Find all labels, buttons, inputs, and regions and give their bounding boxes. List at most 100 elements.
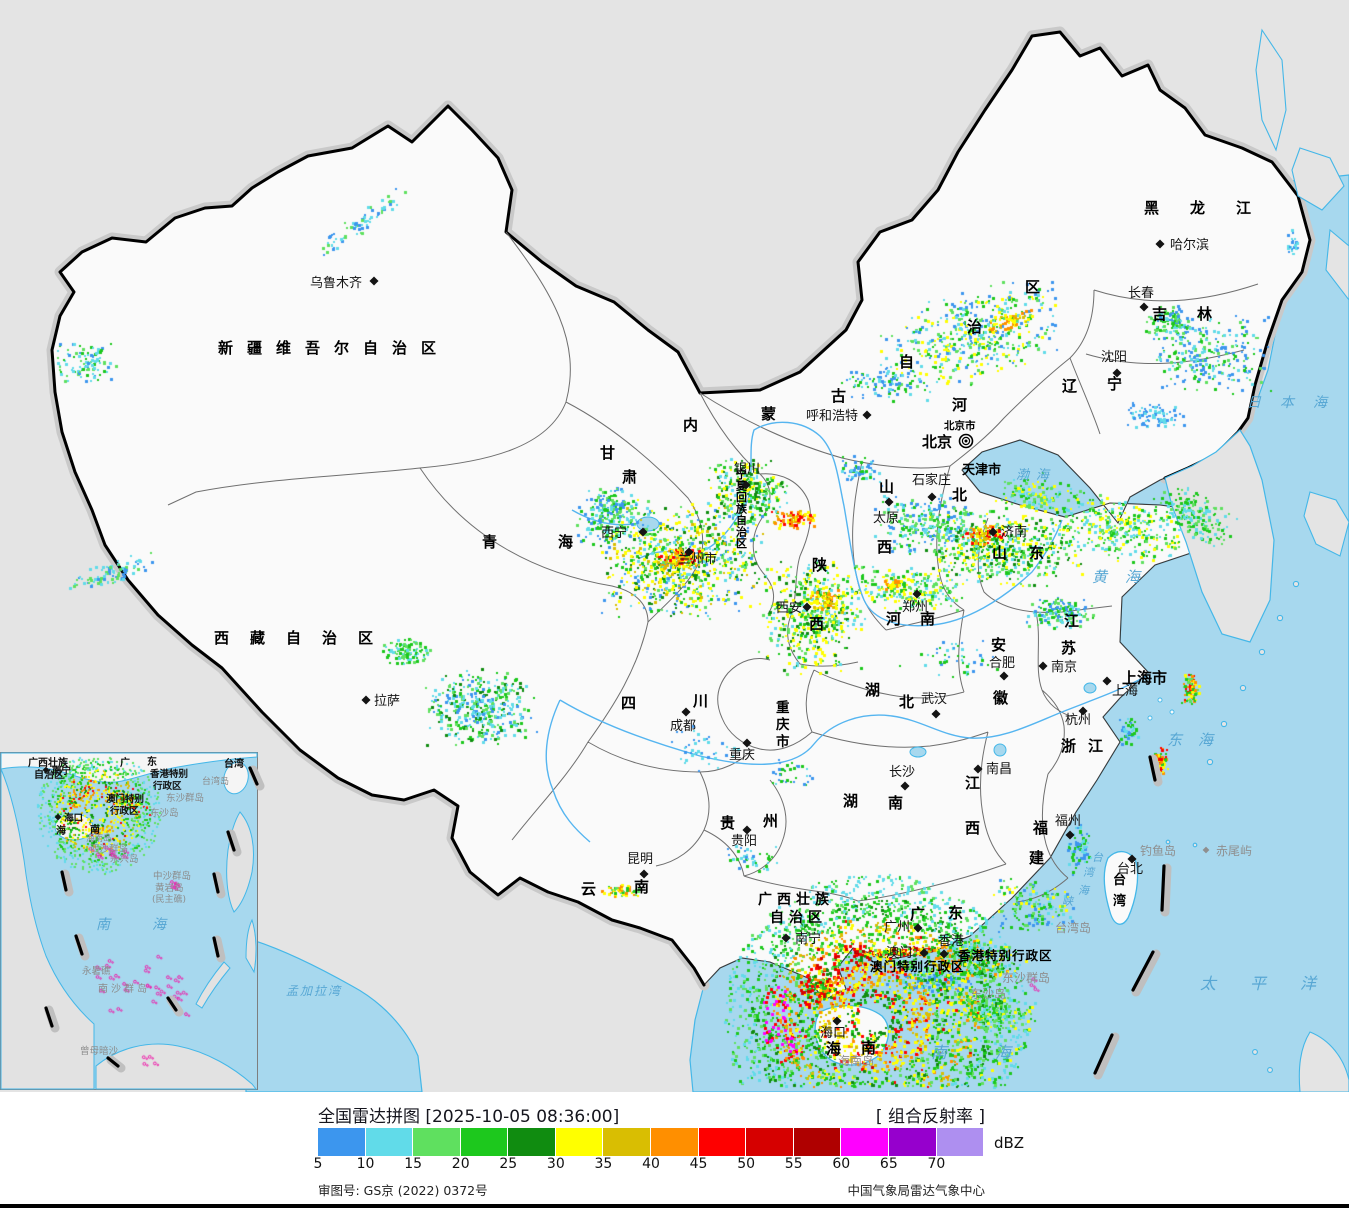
label-guangxi-1: 广西壮族 [758, 891, 834, 908]
label-zhejiang: 浙江 [1061, 737, 1103, 755]
label-chiweiyu: 赤尾屿 [1216, 844, 1252, 858]
city-lasa: 拉萨 [374, 694, 400, 709]
city-xian: 西安 [776, 601, 802, 616]
city-taibei-marker [1127, 854, 1137, 864]
label-hainan: 海南 [826, 1039, 876, 1058]
inset-guangxi-1: 广西壮族 [28, 756, 69, 769]
legend-color-55 [793, 1128, 841, 1156]
city-zhengzhou-marker [912, 589, 922, 599]
city-taiyuan: 太原 [873, 511, 899, 526]
legend-color-15 [413, 1128, 460, 1156]
label-bohai: 渤海 [1016, 468, 1056, 483]
label-taipingyang: 太平洋 [1200, 974, 1349, 993]
legend-tick-50: 50 [737, 1156, 756, 1172]
city-hefei-marker [999, 671, 1009, 681]
city-huhehaote: 呼和浩特 [806, 409, 858, 424]
label-sichuan: 四川 [621, 692, 708, 712]
legend-tick-70: 70 [927, 1156, 946, 1172]
inset-nanning: 南宁 [52, 765, 72, 777]
label-beijing: 北京 [922, 433, 952, 451]
city-jinan-marker [988, 527, 998, 537]
city-jinan: 济南 [1001, 524, 1027, 540]
nine-dash-inset-6 [166, 996, 178, 1012]
label-mengjialawan: 孟加拉湾 [286, 984, 342, 998]
legend-unit: dBZ [994, 1134, 1025, 1152]
city-chongqing-marker [742, 738, 752, 748]
city-wuhan-marker [931, 709, 941, 719]
nine-dash-inset-8 [44, 1006, 54, 1028]
label-xinjiang: 新疆维吾尔自治区 [218, 339, 450, 357]
label-taiwandao: 台湾岛 [1055, 920, 1091, 935]
city-taiyuan-marker [884, 497, 894, 507]
nine-dash-inset-0-shadow [248, 765, 265, 791]
city-chengdu-marker [681, 707, 691, 717]
label-shanxi: 山西 [877, 478, 894, 556]
label-yunnan: 云南 [581, 878, 649, 898]
inset-zengmu: 曾母暗沙 [80, 1045, 119, 1057]
label-hksar: 香港特别行政区 [957, 948, 1053, 963]
nine-dash-main-3 [1093, 1033, 1114, 1075]
inset-minzhujiao: (民主礁) [152, 893, 186, 905]
legend-band: 全国雷达拼图 [2025-10-05 08:36:00] [ 组合反射率 ] d… [0, 1092, 1349, 1204]
label-heilongjiang: 黑龙江 [1144, 199, 1282, 217]
legend-tick-25: 25 [499, 1156, 518, 1172]
city-chengdu: 成都 [670, 719, 696, 734]
legend-color-25 [508, 1128, 555, 1156]
label-nanhai-inset: 南海 [96, 917, 208, 933]
label-jilin: 吉林 [1152, 305, 1213, 323]
city-guangzhou-marker [913, 923, 923, 933]
legend-tick-10: 10 [356, 1156, 375, 1172]
nine-dash-inset-4 [74, 934, 84, 956]
inset-haikou-marker [54, 813, 62, 821]
city-guiyang: 贵阳 [731, 834, 757, 849]
legend-tick-5: 5 [313, 1156, 323, 1172]
label-fujian: 福建 [1029, 819, 1048, 867]
legend-color-70 [936, 1128, 984, 1156]
city-lanzhou: 兰州市 [678, 551, 717, 567]
city-kunming: 昆明 [627, 852, 653, 867]
city-haikou-marker [832, 1016, 842, 1026]
nine-dash-main-3-shadow [1093, 1032, 1120, 1080]
city-haerbin: 哈尔滨 [1170, 237, 1209, 253]
inset-nansha: 南沙群岛 [98, 982, 150, 995]
label-diaoyudao: 钓鱼岛 [1140, 843, 1176, 858]
product-name: [ 组合反射率 ] [875, 1107, 985, 1127]
city-zhengzhou: 郑州 [902, 600, 928, 615]
label-shandong: 山东 [992, 544, 1044, 562]
label-hunan: 湖南 [843, 792, 903, 812]
data-source: 中国气象局雷达气象中心 [847, 1183, 985, 1198]
nine-dash-main-1 [1160, 864, 1166, 912]
radar-echo-layer [0, 0, 1349, 1092]
city-shanghai-marker [1102, 676, 1112, 686]
city-wulumuqi: 乌鲁木齐 [310, 275, 362, 291]
city-yinchuan: 银川 [734, 462, 760, 477]
nine-dash-inset-7 [106, 1056, 120, 1068]
city-changchun: 长春 [1128, 286, 1154, 301]
label-liaoning: 辽宁 [1062, 375, 1122, 395]
city-nanning-marker [781, 933, 791, 943]
nine-dash-main-2 [1131, 950, 1155, 992]
inset-dongshaqundao: 东沙群岛 [166, 792, 204, 804]
city-fuzhou: 福州 [1055, 814, 1081, 829]
legend-color-10 [365, 1128, 413, 1156]
nine-dash-inset-5-shadow [212, 935, 226, 963]
label-beijing-shi: 北京市 [944, 419, 976, 432]
label-xizang: 西藏自治区 [214, 629, 394, 647]
label-chongqing: 重庆市 [776, 699, 790, 750]
inset-guangxi-2: 自治区 [34, 768, 64, 781]
label-qinghai: 青海 [482, 533, 573, 551]
label-hainandao: 海南岛 [838, 1053, 874, 1068]
label-hebei: 河北 [952, 396, 967, 504]
legend-color-40 [651, 1128, 698, 1156]
inset-hainan: 海南 [56, 823, 100, 837]
inset-taiwandao: 台湾岛 [202, 775, 229, 787]
nine-dash-main-1-shadow [1160, 863, 1172, 917]
label-taiwan: 台湾 [1113, 872, 1126, 909]
legend-tick-30: 30 [546, 1156, 565, 1172]
nine-dash-inset-5 [212, 936, 220, 958]
label-ningxia: 宁夏回族自治区 [736, 467, 748, 550]
nine-dash-inset-1-shadow [226, 829, 242, 857]
nine-dash-main-2-shadow [1131, 949, 1161, 997]
